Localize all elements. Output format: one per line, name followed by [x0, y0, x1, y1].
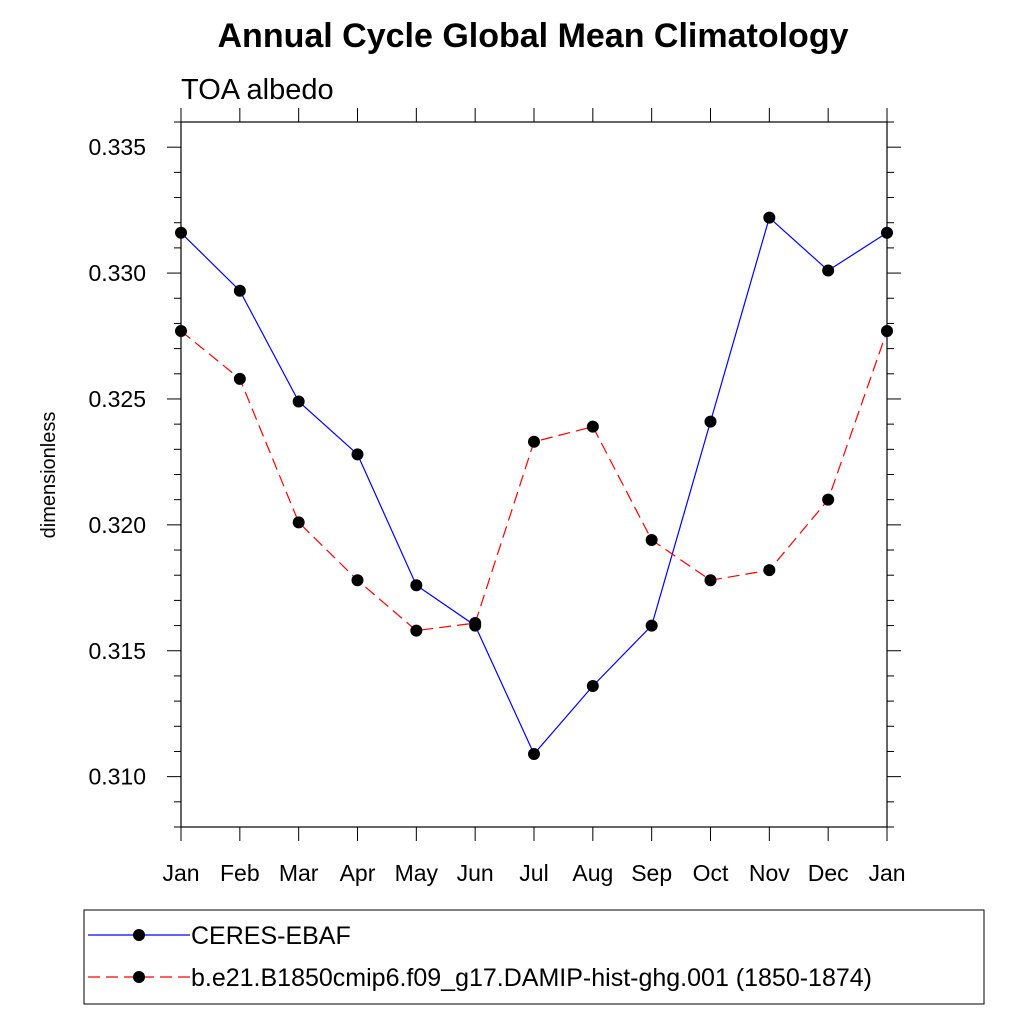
- y-tick-label: 0.320: [88, 512, 146, 538]
- series-1-point: [763, 211, 776, 224]
- series-1-point: [410, 579, 423, 592]
- y-tick-label: 0.310: [88, 764, 146, 790]
- x-tick-label: Oct: [693, 860, 729, 886]
- series-2-point: [351, 574, 364, 587]
- x-tick-label: Feb: [220, 860, 260, 886]
- chart-subtitle: TOA albedo: [181, 74, 334, 106]
- series-2-point: [586, 420, 599, 433]
- x-tick-label: Jan: [868, 860, 905, 886]
- x-tick-label: Jan: [162, 860, 199, 886]
- legend-box: [83, 909, 985, 1005]
- series-2-point: [469, 617, 482, 630]
- series-2-point: [763, 564, 776, 577]
- x-tick-label: Mar: [279, 860, 319, 886]
- series-2-point: [645, 533, 658, 546]
- y-axis-label: dimensionless: [38, 412, 60, 539]
- series-line-2: [180, 330, 888, 632]
- series-1-point: [175, 226, 187, 239]
- y-tick-label: 0.315: [88, 638, 146, 664]
- series-1-point: [645, 619, 658, 632]
- series-1-point: [292, 395, 305, 408]
- series-2-point: [704, 574, 717, 587]
- legend-marker-1: [133, 929, 145, 941]
- series-line-1: [180, 216, 888, 756]
- axis-ticks: [167, 108, 901, 841]
- x-tick-label: Nov: [749, 860, 790, 886]
- x-tick-label: Jul: [519, 860, 548, 886]
- series-2-point: [410, 624, 423, 637]
- series-2-point: [233, 372, 246, 385]
- y-tick-label: 0.330: [88, 260, 146, 286]
- series-2-point: [175, 324, 187, 337]
- y-tick-label: 0.335: [88, 134, 146, 160]
- legend-label-1: CERES-EBAF: [191, 922, 351, 950]
- series-1-point: [586, 680, 599, 692]
- series-1-point: [881, 226, 893, 239]
- series-2-point: [528, 435, 540, 448]
- chart-title: Annual Cycle Global Mean Climatology: [218, 17, 849, 55]
- series-2-point: [822, 493, 835, 506]
- series-1-point: [233, 284, 246, 297]
- series-1-point: [351, 448, 364, 461]
- legend: CERES-EBAF b.e21.B1850cmip6.f09_g17.DAMIP…: [88, 922, 872, 992]
- x-tick-labels: Jan Feb Mar Apr May Jun Jul Aug Sep Oct Nov Dec Jan: [162, 860, 905, 886]
- legend-label-2: b.e21.B1850cmip6.f09_g17.DAMIP-hist-ghg.…: [191, 964, 872, 992]
- data-series: [175, 211, 893, 760]
- x-tick-label: Aug: [572, 860, 613, 886]
- y-tick-labels: 0.310 0.315 0.320 0.325 0.330 0.335: [88, 134, 146, 789]
- series-1-point: [704, 415, 717, 428]
- legend-marker-2: [133, 971, 145, 983]
- x-tick-label: Dec: [808, 860, 849, 886]
- series-1-point: [528, 747, 540, 760]
- x-tick-label: May: [395, 860, 439, 886]
- series-1-point: [822, 264, 835, 277]
- x-tick-label: Apr: [340, 860, 376, 886]
- x-tick-label: Sep: [631, 860, 672, 886]
- series-2-point: [881, 324, 893, 337]
- x-tick-label: Jun: [457, 860, 494, 886]
- series-2-point: [292, 516, 305, 529]
- y-tick-label: 0.325: [88, 386, 146, 412]
